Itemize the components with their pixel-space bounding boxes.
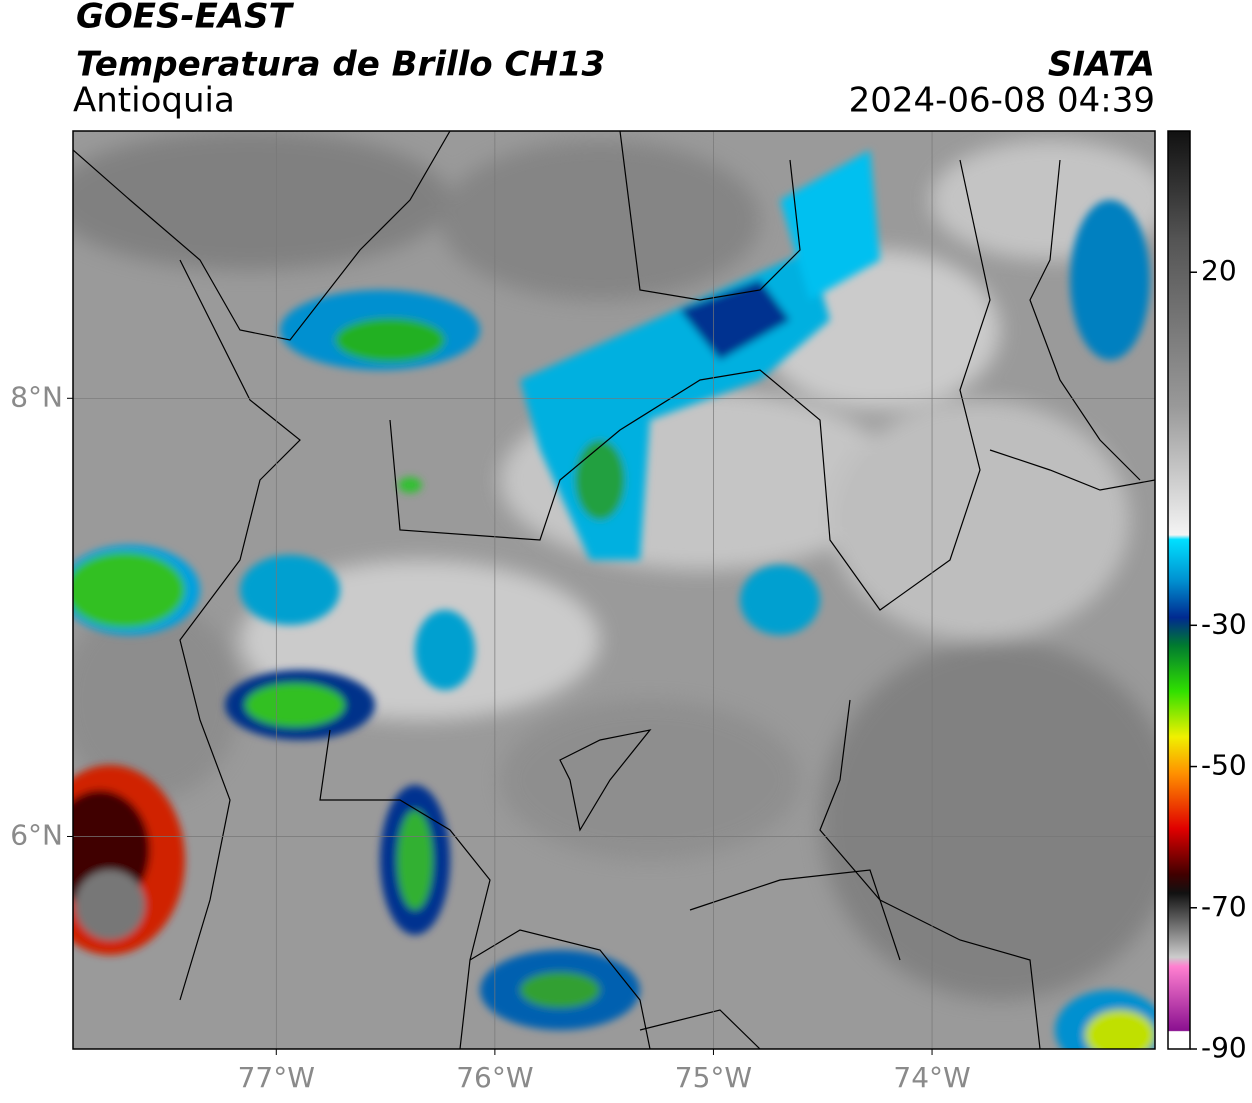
title: GOES-EAST [76,0,295,37]
colorbar [1167,130,1191,1050]
colorbar-tick-label: -90 [1201,1031,1247,1064]
x-tick-label: 76°W [456,1061,533,1094]
x-tick-label: 77°W [238,1061,315,1094]
x-tick-label: 74°W [893,1061,970,1094]
y-tick-label: 6°N [10,818,63,851]
map-frame [72,130,1156,1050]
satellite-image [73,131,1155,1049]
colorbar-tick-label: 20 [1201,254,1237,287]
x-tick-label: 75°W [675,1061,752,1094]
subtitle: Temperatura de Brillo CH13 [76,45,605,85]
colorbar-tick-label: -30 [1201,607,1247,640]
datetime: 2024-06-08 04:39 [849,81,1155,121]
source: SIATA [1048,45,1155,85]
colorbar-tick-label: -70 [1201,890,1247,923]
colorbar-tick-label: -50 [1201,749,1247,782]
y-tick-label: 8°N [10,380,63,413]
region: Antioquia [73,81,235,121]
